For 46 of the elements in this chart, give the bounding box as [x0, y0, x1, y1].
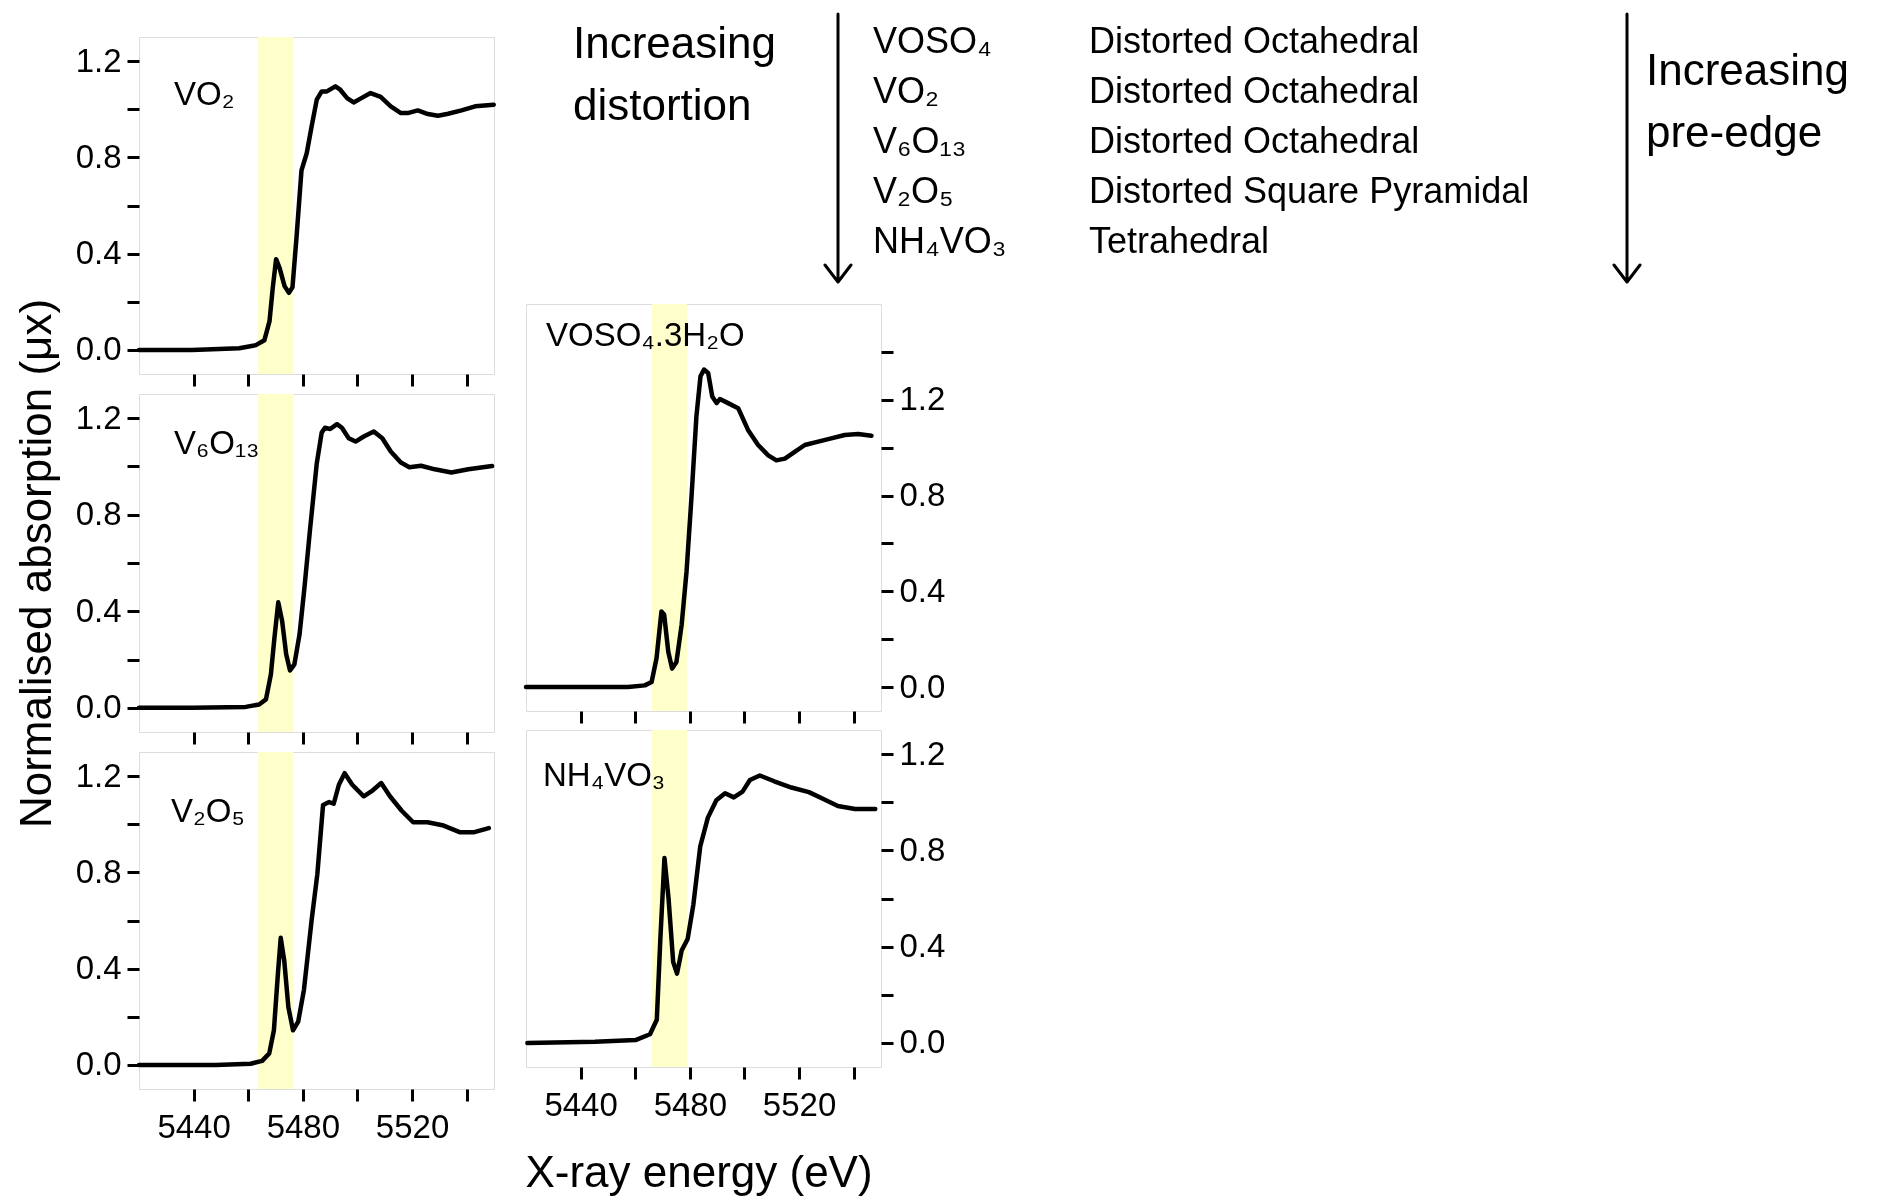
y-tick-label: 0.4	[75, 234, 122, 272]
y-tick-label: 0.4	[75, 591, 122, 629]
text: VO₂	[873, 70, 939, 111]
y-tick-label: 0.0	[899, 667, 946, 705]
x-tick-label: 5520	[762, 1085, 837, 1123]
y-tick-label: 0.0	[75, 1045, 122, 1083]
text: V₂O₅	[171, 792, 245, 829]
x-tick-label: 5520	[375, 1107, 450, 1145]
y-tick-label: 0.8	[75, 137, 122, 175]
y-tick-label: 1.2	[899, 380, 946, 418]
y-tick-label: 0.8	[899, 830, 946, 868]
y-tick-label: 1.2	[75, 41, 122, 79]
x-tick-label: 5480	[266, 1107, 341, 1145]
text: V₂O₅	[873, 170, 954, 211]
text: VO₂	[174, 75, 235, 112]
line-series	[523, 367, 874, 690]
y-tick-label: 1.2	[899, 734, 946, 772]
text: Distorted Octahedral	[1089, 70, 1420, 111]
y-tick-label: 0.4	[899, 927, 946, 965]
text: NH₄VO₃	[873, 220, 1007, 261]
y-tick-label: 0.8	[75, 495, 122, 533]
text: Increasing pre-edge	[1646, 45, 1850, 156]
y-tick-label: 0.0	[899, 1023, 946, 1061]
text: Tetrahedral	[1089, 220, 1270, 261]
y-tick-label: 0.0	[75, 688, 122, 726]
y-tick-label: 0.0	[75, 330, 122, 368]
y-tick-label: 0.4	[899, 571, 946, 609]
x-tick-label: 5440	[157, 1107, 231, 1145]
text: Distorted Octahedral	[1089, 20, 1420, 61]
y-tick-label: 1.2	[75, 398, 122, 436]
y-tick-label: 0.8	[899, 476, 946, 514]
text: Increasing distortion	[573, 18, 777, 129]
text: V₆O₁₃	[174, 424, 260, 461]
x-tick-label: 5440	[544, 1085, 618, 1123]
text: VOSO₄	[873, 20, 992, 61]
x-tick-label: 5480	[653, 1085, 728, 1123]
y-tick-label: 0.4	[75, 949, 122, 987]
text: NH₄VO₃	[543, 756, 666, 793]
y-tick-label: 0.8	[75, 852, 122, 890]
text: Distorted Square Pyramidal	[1089, 170, 1530, 211]
text: V₆O₁₃	[873, 120, 967, 161]
y-tick-label: 1.2	[75, 756, 122, 794]
chart-title: VOSO₄.3H₂O	[546, 316, 745, 353]
y-axis-title: Normalised absorption (μx)	[10, 298, 60, 829]
x-axis-title: X-ray energy (eV)	[525, 1147, 873, 1196]
text: Distorted Octahedral	[1089, 120, 1420, 161]
